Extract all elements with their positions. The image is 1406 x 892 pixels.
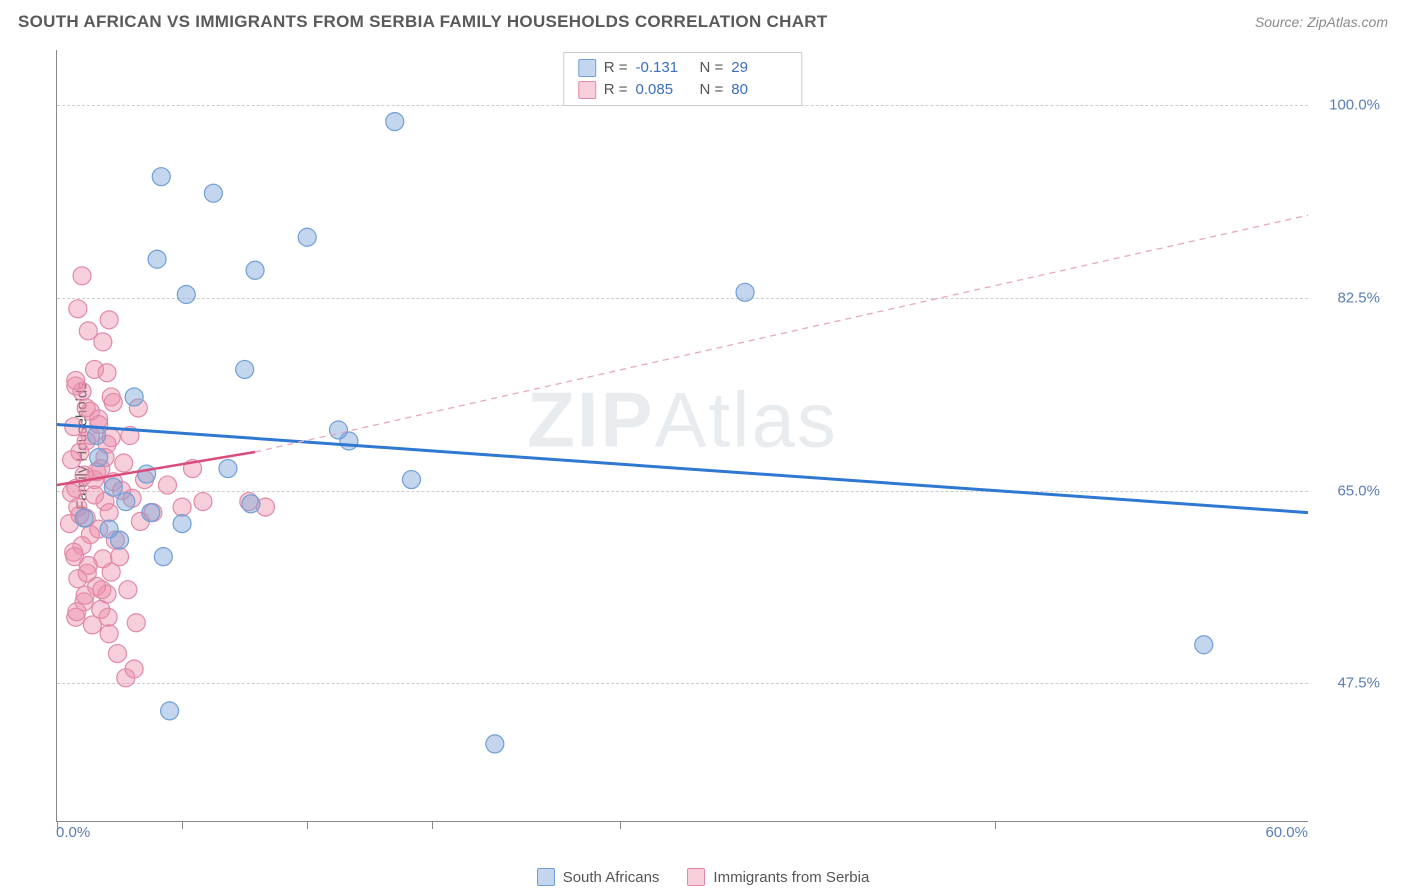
- source-label: Source: ZipAtlas.com: [1255, 14, 1388, 30]
- stats-row-1: R = -0.131 N = 29: [578, 57, 788, 79]
- stats-legend: R = -0.131 N = 29 R = 0.085 N = 80: [563, 52, 803, 106]
- source-prefix: Source:: [1255, 14, 1307, 30]
- legend-swatch-2: [687, 868, 705, 886]
- y-tick-label: 65.0%: [1337, 482, 1380, 499]
- stat-n-value-2: 80: [731, 79, 787, 101]
- chart-svg: [57, 50, 1308, 821]
- swatch-series-1: [578, 59, 596, 77]
- chart-container: Family Households ZIPAtlas R = -0.131 N …: [48, 50, 1388, 842]
- stat-label-n2: N =: [700, 79, 724, 101]
- series-legend: South Africans Immigrants from Serbia: [0, 868, 1406, 886]
- y-tick-label: 47.5%: [1337, 675, 1380, 692]
- stat-label-n: N =: [700, 57, 724, 79]
- watermark-light: Atlas: [654, 376, 837, 464]
- x-max-label: 60.0%: [1265, 824, 1308, 841]
- stats-row-2: R = 0.085 N = 80: [578, 79, 788, 101]
- legend-swatch-1: [537, 868, 555, 886]
- stat-r-value-1: -0.131: [636, 57, 692, 79]
- stat-label-r2: R =: [604, 79, 628, 101]
- swatch-series-2: [578, 81, 596, 99]
- stat-label-r: R =: [604, 57, 628, 79]
- y-tick-label: 82.5%: [1337, 289, 1380, 306]
- source-name: ZipAtlas.com: [1307, 14, 1388, 30]
- chart-title: SOUTH AFRICAN VS IMMIGRANTS FROM SERBIA …: [18, 12, 828, 32]
- legend-item-1: South Africans: [537, 868, 660, 886]
- stat-n-value-1: 29: [731, 57, 787, 79]
- plot-area: ZIPAtlas R = -0.131 N = 29 R = 0.085 N =…: [56, 50, 1308, 822]
- legend-label-2: Immigrants from Serbia: [713, 869, 869, 886]
- legend-item-2: Immigrants from Serbia: [687, 868, 869, 886]
- legend-label-1: South Africans: [563, 869, 660, 886]
- x-axis-labels: 0.0% 60.0%: [56, 824, 1308, 850]
- watermark-bold: ZIP: [527, 376, 654, 464]
- y-tick-label: 100.0%: [1329, 97, 1380, 114]
- watermark: ZIPAtlas: [527, 375, 838, 466]
- stat-r-value-2: 0.085: [636, 79, 692, 101]
- x-min-label: 0.0%: [56, 824, 90, 841]
